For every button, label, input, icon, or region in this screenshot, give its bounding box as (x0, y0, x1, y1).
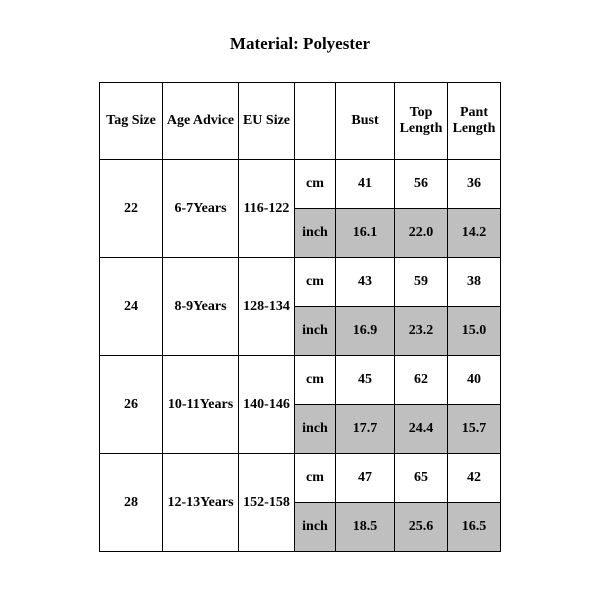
cell-unit-cm: cm (295, 454, 336, 503)
cell-bust-inch: 18.5 (336, 503, 395, 552)
cell-pant-cm: 42 (448, 454, 501, 503)
cell-bust-cm: 43 (336, 258, 395, 307)
col-tag-size: Tag Size (100, 83, 163, 160)
cell-unit-cm: cm (295, 258, 336, 307)
cell-bust-cm: 47 (336, 454, 395, 503)
cell-unit-inch: inch (295, 503, 336, 552)
cell-tag: 26 (100, 356, 163, 454)
cell-top-cm: 65 (395, 454, 448, 503)
cell-top-cm: 56 (395, 160, 448, 209)
cell-eu: 140-146 (239, 356, 295, 454)
cell-unit-inch: inch (295, 405, 336, 454)
cell-pant-cm: 38 (448, 258, 501, 307)
page: Material: Polyester Tag Size Age Advice … (0, 0, 600, 600)
cell-top-inch: 23.2 (395, 307, 448, 356)
size-table: Tag Size Age Advice EU Size Bust TopLeng… (99, 82, 501, 552)
cell-bust-cm: 41 (336, 160, 395, 209)
table-header-row: Tag Size Age Advice EU Size Bust TopLeng… (100, 83, 501, 160)
col-unit (295, 83, 336, 160)
col-bust: Bust (336, 83, 395, 160)
cell-tag: 24 (100, 258, 163, 356)
cell-age: 6-7Years (163, 160, 239, 258)
cell-pant-inch: 16.5 (448, 503, 501, 552)
col-pant-length-label: PantLength (448, 105, 500, 137)
cell-bust-cm: 45 (336, 356, 395, 405)
cell-unit-inch: inch (295, 209, 336, 258)
cell-tag: 22 (100, 160, 163, 258)
table-row: 26 10-11Years 140-146 cm 45 62 40 (100, 356, 501, 405)
cell-bust-inch: 17.7 (336, 405, 395, 454)
cell-eu: 116-122 (239, 160, 295, 258)
cell-top-inch: 22.0 (395, 209, 448, 258)
col-eu-size: EU Size (239, 83, 295, 160)
col-top-length-label: TopLength (395, 105, 447, 137)
cell-top-cm: 62 (395, 356, 448, 405)
col-pant-length: PantLength (448, 83, 501, 160)
col-age-advice: Age Advice (163, 83, 239, 160)
cell-bust-inch: 16.1 (336, 209, 395, 258)
table-row: 24 8-9Years 128-134 cm 43 59 38 (100, 258, 501, 307)
cell-age: 8-9Years (163, 258, 239, 356)
cell-tag: 28 (100, 454, 163, 552)
cell-unit-inch: inch (295, 307, 336, 356)
cell-top-inch: 25.6 (395, 503, 448, 552)
cell-age: 12-13Years (163, 454, 239, 552)
cell-age: 10-11Years (163, 356, 239, 454)
cell-pant-cm: 40 (448, 356, 501, 405)
table-row: 22 6-7Years 116-122 cm 41 56 36 (100, 160, 501, 209)
cell-unit-cm: cm (295, 356, 336, 405)
cell-pant-inch: 15.7 (448, 405, 501, 454)
table-row: 28 12-13Years 152-158 cm 47 65 42 (100, 454, 501, 503)
cell-top-cm: 59 (395, 258, 448, 307)
cell-pant-inch: 14.2 (448, 209, 501, 258)
cell-eu: 128-134 (239, 258, 295, 356)
cell-bust-inch: 16.9 (336, 307, 395, 356)
page-title: Material: Polyester (0, 34, 600, 54)
cell-eu: 152-158 (239, 454, 295, 552)
col-top-length: TopLength (395, 83, 448, 160)
cell-top-inch: 24.4 (395, 405, 448, 454)
cell-pant-inch: 15.0 (448, 307, 501, 356)
cell-unit-cm: cm (295, 160, 336, 209)
cell-pant-cm: 36 (448, 160, 501, 209)
